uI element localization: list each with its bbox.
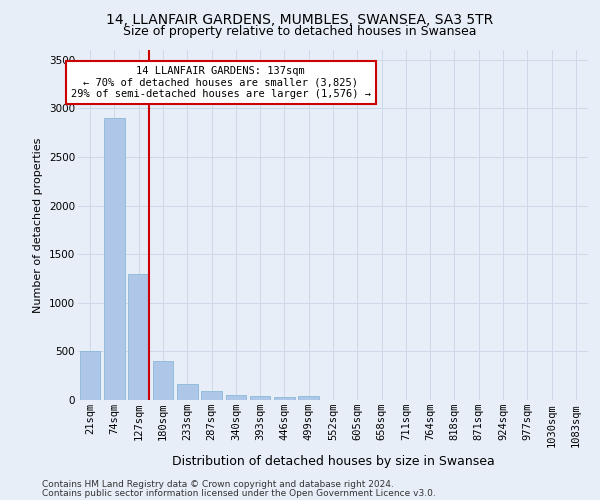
Bar (274, 397, 295, 400)
Bar (152, 361, 173, 400)
X-axis label: Distribution of detached houses by size in Swansea: Distribution of detached houses by size … (172, 455, 494, 468)
Text: Contains HM Land Registry data © Crown copyright and database right 2024.: Contains HM Land Registry data © Crown c… (42, 480, 394, 489)
Bar (104, 118, 125, 400)
Y-axis label: Number of detached properties: Number of detached properties (34, 138, 43, 312)
Bar (250, 396, 271, 400)
Text: Contains public sector information licensed under the Open Government Licence v3: Contains public sector information licen… (42, 488, 436, 498)
Bar (80, 352, 100, 400)
Text: 14, LLANFAIR GARDENS, MUMBLES, SWANSEA, SA3 5TR: 14, LLANFAIR GARDENS, MUMBLES, SWANSEA, … (106, 12, 494, 26)
Bar (177, 384, 197, 400)
Bar (298, 396, 319, 400)
Bar (201, 391, 222, 400)
Text: Size of property relative to detached houses in Swansea: Size of property relative to detached ho… (123, 25, 477, 38)
Bar (226, 395, 246, 400)
Bar (128, 274, 149, 400)
Text: 14 LLANFAIR GARDENS: 137sqm
← 70% of detached houses are smaller (3,825)
29% of : 14 LLANFAIR GARDENS: 137sqm ← 70% of det… (71, 66, 371, 99)
